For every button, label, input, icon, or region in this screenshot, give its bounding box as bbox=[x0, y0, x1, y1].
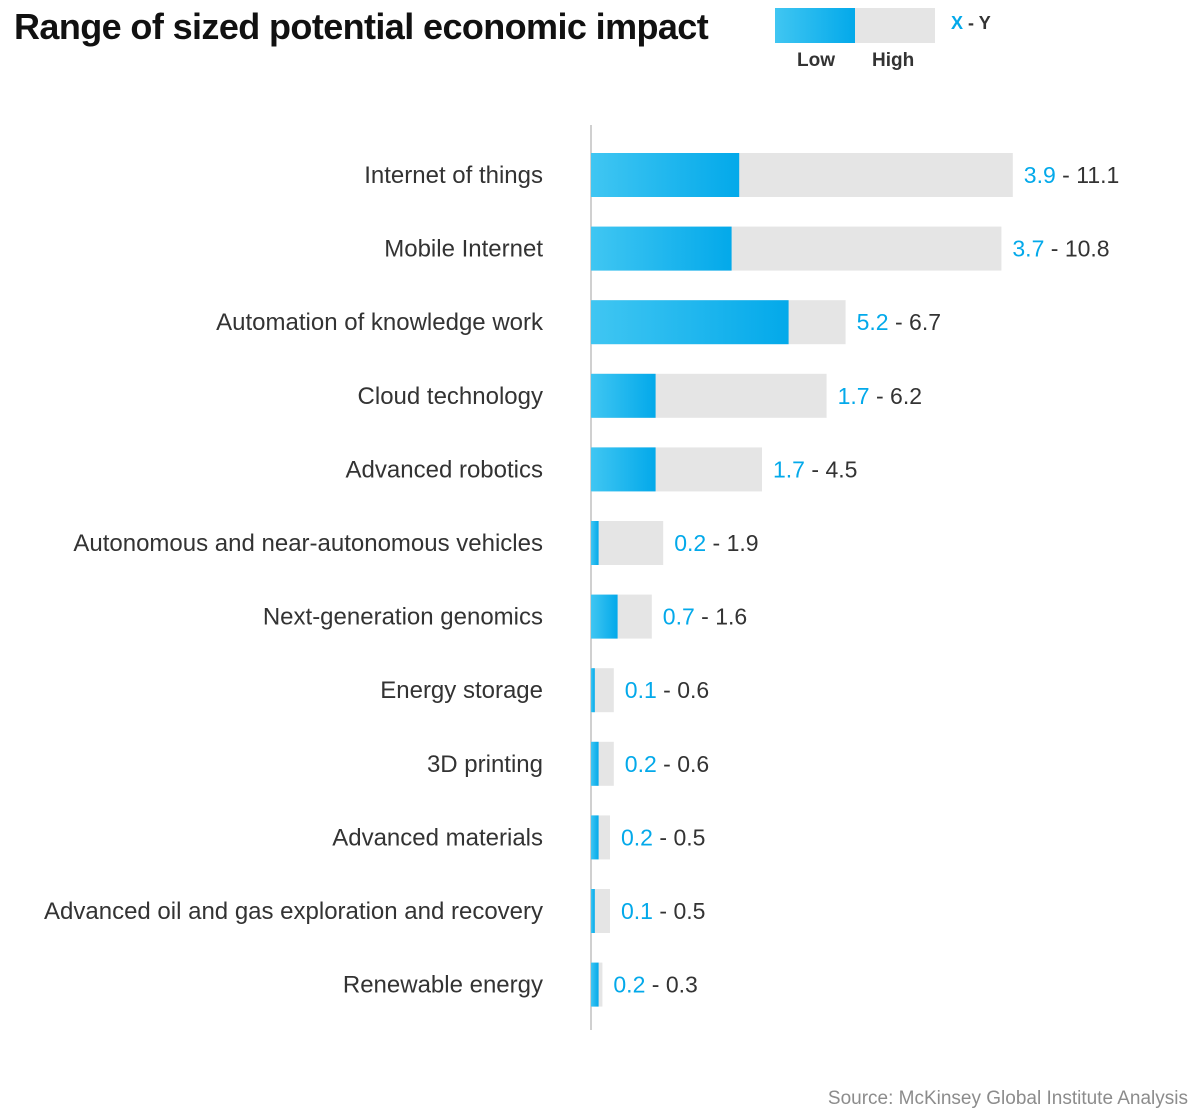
legend-separator: - bbox=[963, 13, 979, 33]
range-value-label: 3.7 - 10.8 bbox=[1012, 236, 1109, 262]
bar-low bbox=[591, 373, 656, 418]
range-value-label: 3.9 - 11.1 bbox=[1024, 162, 1120, 188]
range-separator: - bbox=[657, 751, 677, 777]
low-value: 0.2 bbox=[625, 751, 657, 777]
low-value: 0.2 bbox=[674, 530, 706, 556]
legend-low-label: Low bbox=[797, 50, 835, 71]
bar-low bbox=[591, 300, 789, 345]
low-value: 0.2 bbox=[613, 972, 645, 998]
low-value: 5.2 bbox=[857, 309, 889, 335]
range-value-label: 5.2 - 6.7 bbox=[857, 309, 941, 335]
bar-low bbox=[591, 153, 740, 197]
range-separator: - bbox=[653, 898, 673, 924]
bar-low bbox=[591, 962, 599, 1007]
bar-low bbox=[591, 447, 656, 492]
low-value: 3.9 bbox=[1024, 162, 1056, 188]
high-value: 1.6 bbox=[715, 604, 747, 630]
category-label: Next-generation genomics bbox=[263, 604, 543, 631]
range-value-label: 1.7 - 4.5 bbox=[773, 456, 857, 482]
range-value-label: 0.2 - 0.5 bbox=[621, 824, 705, 850]
range-separator: - bbox=[889, 309, 909, 335]
high-value: 6.7 bbox=[909, 309, 941, 335]
bar-low bbox=[591, 741, 599, 786]
range-separator: - bbox=[1056, 162, 1076, 188]
bar-low bbox=[591, 521, 599, 565]
legend-high-label: High bbox=[872, 50, 915, 71]
range-separator: - bbox=[805, 456, 825, 482]
range-value-label: 0.7 - 1.6 bbox=[663, 604, 747, 630]
category-label: Cloud technology bbox=[358, 383, 543, 410]
range-separator: - bbox=[653, 824, 673, 850]
category-label: Advanced materials bbox=[332, 824, 543, 851]
high-value: 1.9 bbox=[727, 530, 759, 556]
bar-low bbox=[591, 889, 595, 933]
low-value: 0.2 bbox=[621, 824, 653, 850]
category-label: Renewable energy bbox=[343, 972, 543, 999]
range-value-label: 1.7 - 6.2 bbox=[838, 383, 922, 409]
legend-x-label: X bbox=[951, 13, 964, 33]
range-value-label: 0.1 - 0.6 bbox=[625, 677, 709, 703]
range-value-label: 0.1 - 0.5 bbox=[621, 898, 705, 924]
bar-high bbox=[591, 889, 610, 933]
legend-low-swatch bbox=[775, 8, 855, 43]
high-value: 4.5 bbox=[825, 456, 857, 482]
range-value-label: 0.2 - 0.3 bbox=[613, 972, 697, 998]
range-separator: - bbox=[706, 530, 726, 556]
chart-title: Range of sized potential economic impact bbox=[14, 6, 709, 47]
bar-low bbox=[591, 815, 599, 860]
category-label: Advanced oil and gas exploration and rec… bbox=[44, 898, 543, 925]
range-separator: - bbox=[695, 604, 715, 630]
range-separator: - bbox=[645, 972, 665, 998]
category-label: Energy storage bbox=[380, 677, 543, 704]
range-value-label: 0.2 - 0.6 bbox=[625, 751, 709, 777]
category-label: Mobile Internet bbox=[384, 236, 543, 263]
low-value: 3.7 bbox=[1012, 236, 1044, 262]
low-value: 1.7 bbox=[838, 383, 870, 409]
high-value: 10.8 bbox=[1065, 236, 1110, 262]
high-value: 0.5 bbox=[673, 824, 705, 850]
category-label: 3D printing bbox=[427, 751, 543, 778]
high-value: 0.3 bbox=[666, 972, 698, 998]
range-value-label: 0.2 - 1.9 bbox=[674, 530, 758, 556]
high-value: 0.6 bbox=[677, 677, 709, 703]
category-label: Autonomous and near-autonomous vehicles bbox=[73, 530, 543, 557]
legend: Low High X - Y bbox=[775, 8, 1015, 78]
range-separator: - bbox=[1044, 236, 1064, 262]
low-value: 0.7 bbox=[663, 604, 695, 630]
range-separator: - bbox=[870, 383, 890, 409]
bar-low bbox=[591, 668, 595, 713]
bar-low bbox=[591, 594, 618, 639]
category-label: Automation of knowledge work bbox=[216, 309, 544, 336]
bar-low bbox=[591, 226, 732, 271]
high-value: 6.2 bbox=[890, 383, 922, 409]
bar-chart: Internet of things 3.9 - 11.1 Mobile Inter… bbox=[44, 125, 1120, 1030]
category-label: Advanced robotics bbox=[346, 456, 543, 483]
low-value: 0.1 bbox=[621, 898, 653, 924]
bar-high bbox=[591, 668, 614, 713]
bar-high bbox=[591, 521, 664, 565]
range-separator: - bbox=[657, 677, 677, 703]
legend-range-key: X - Y bbox=[951, 13, 991, 34]
high-value: 11.1 bbox=[1076, 162, 1119, 188]
low-value: 0.1 bbox=[625, 677, 657, 703]
low-value: 1.7 bbox=[773, 456, 805, 482]
high-value: 0.5 bbox=[673, 898, 705, 924]
category-label: Internet of things bbox=[364, 162, 543, 189]
high-value: 0.6 bbox=[677, 751, 709, 777]
legend-y-label: Y bbox=[978, 13, 991, 33]
source-note: Source: McKinsey Global Institute Analys… bbox=[827, 1088, 1188, 1109]
